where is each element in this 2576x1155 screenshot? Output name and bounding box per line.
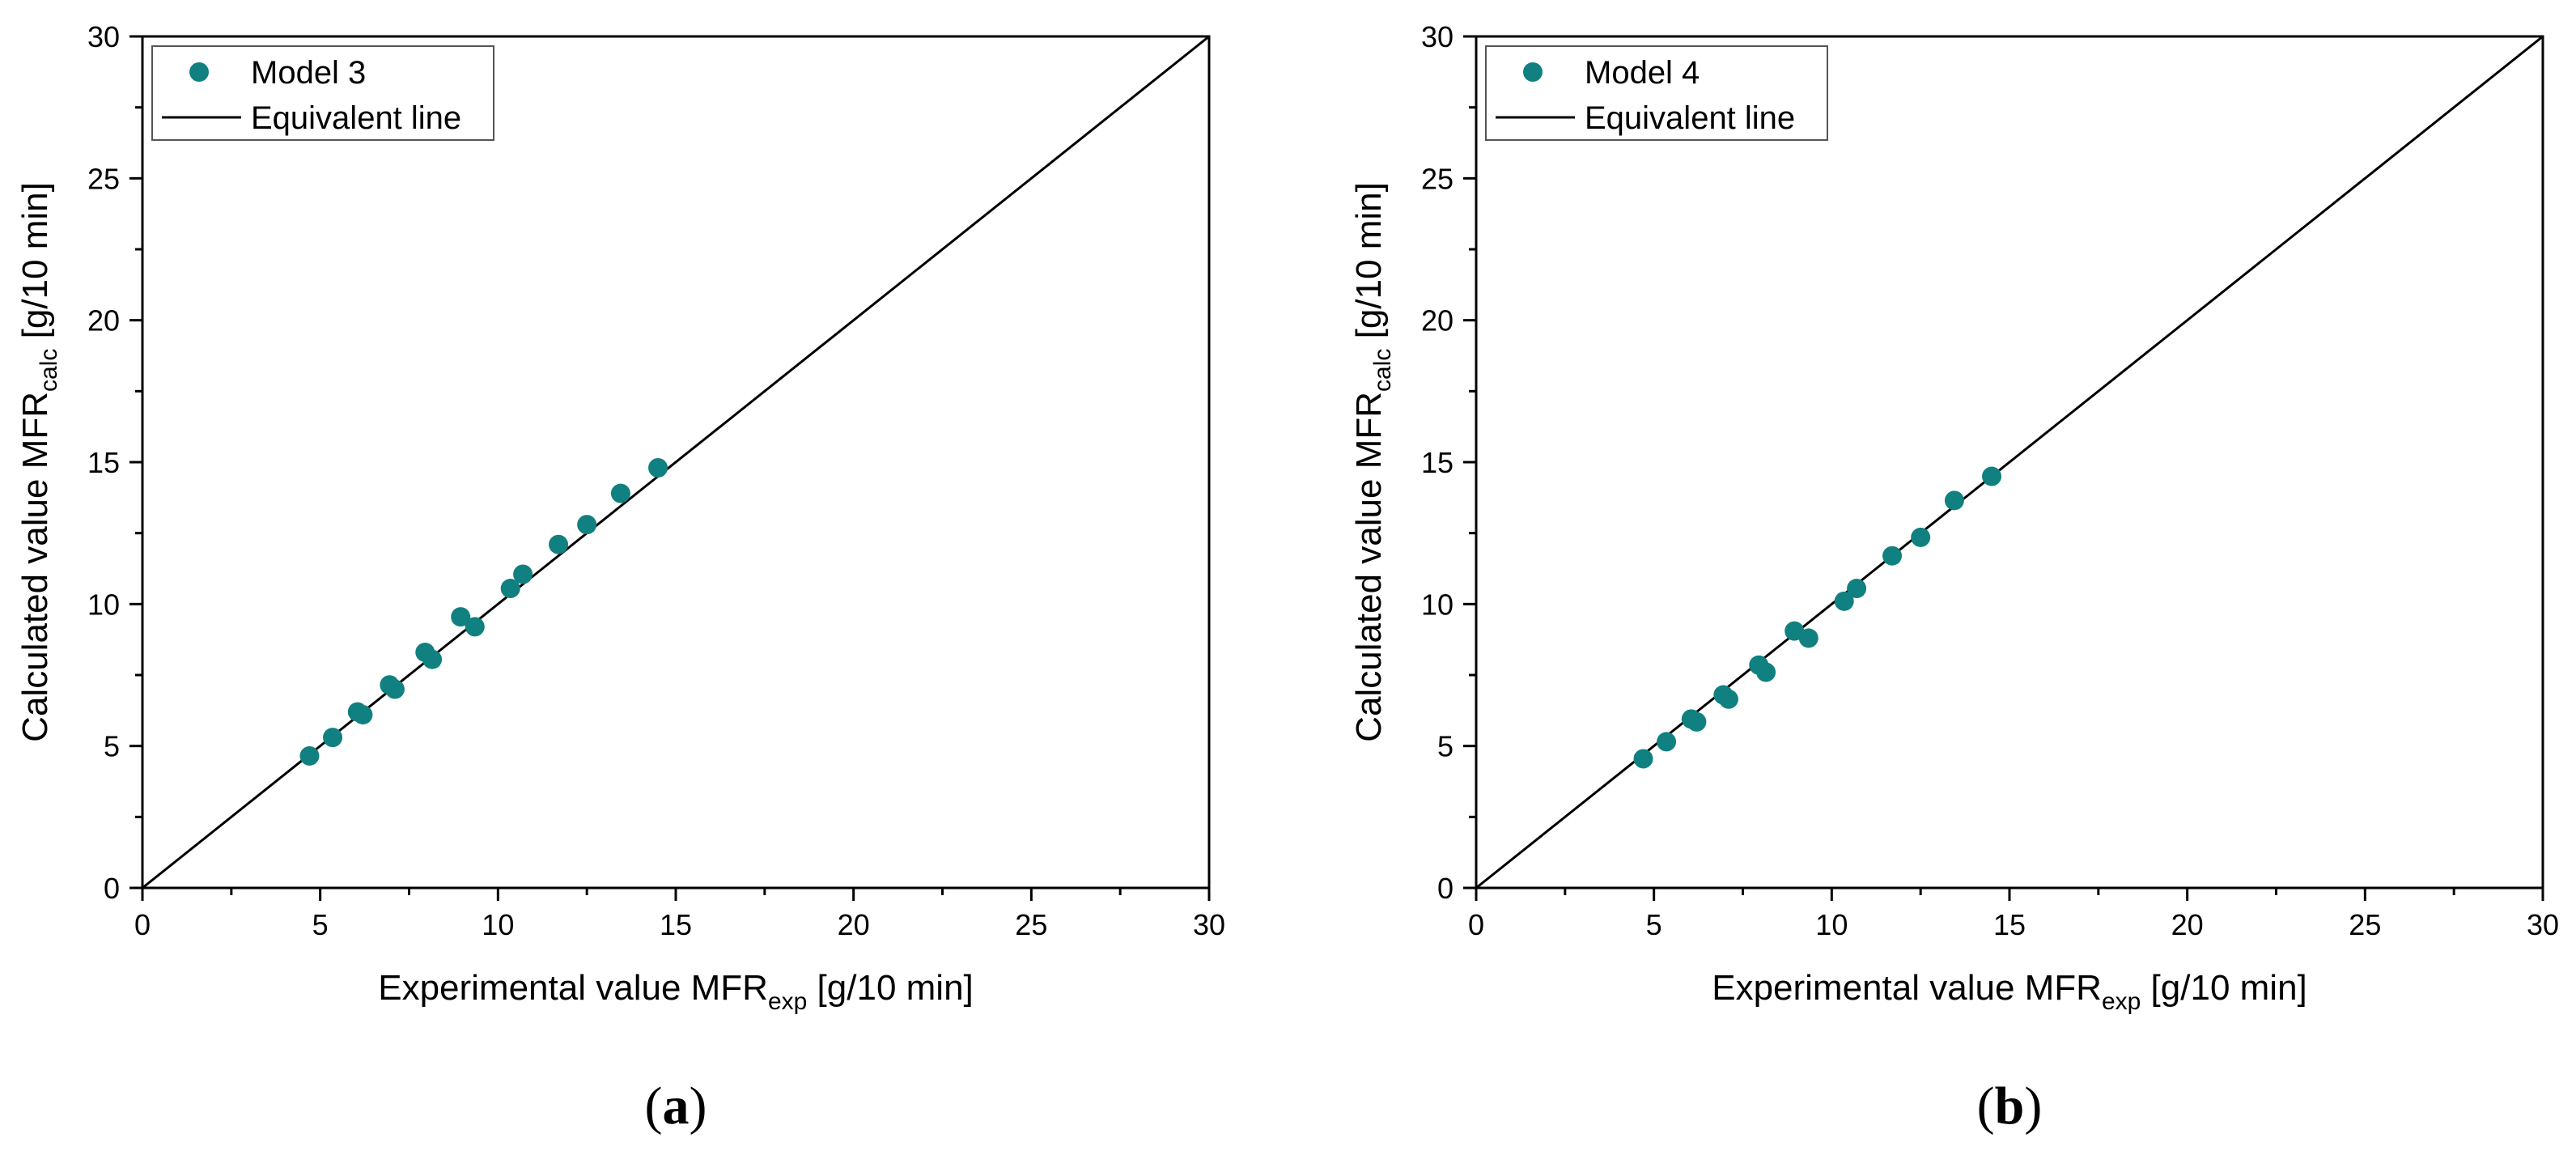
x-axis-label-main: Experimental value MFR — [378, 968, 768, 1008]
y-axis-label-sub: calc — [36, 349, 62, 392]
x-tick-label: 15 — [660, 908, 692, 941]
data-point — [1718, 689, 1738, 709]
y-axis-label-main: Calculated value MFR — [1349, 392, 1389, 742]
y-tick-label: 15 — [1421, 446, 1454, 479]
data-point — [577, 515, 597, 535]
y-tick-label: 0 — [1437, 872, 1454, 905]
data-point — [299, 745, 320, 766]
legend-label: Equivalent line — [251, 100, 461, 136]
x-tick-label: 20 — [2171, 908, 2204, 941]
data-point — [465, 617, 485, 637]
data-point — [1847, 579, 1867, 599]
y-tick-label: 30 — [1421, 20, 1454, 53]
x-tick-label: 20 — [838, 908, 870, 941]
legend-marker-point — [189, 62, 209, 82]
x-tick-label: 5 — [312, 908, 329, 941]
x-axis-label-sub: exp — [768, 988, 807, 1015]
legend-label: Model 3 — [251, 55, 366, 91]
data-point — [1882, 546, 1903, 566]
x-tick-label: 25 — [2349, 908, 2381, 941]
x-axis-label-main: Experimental value MFR — [1712, 968, 2102, 1008]
data-point — [353, 705, 373, 725]
legend-box — [1485, 45, 1828, 141]
panel-label-letter: b — [1995, 1076, 2025, 1136]
x-tick-label: 25 — [1015, 908, 1047, 941]
y-tick-label: 20 — [1421, 304, 1454, 338]
y-axis-label: Calculated value MFRcalc [g/10 min] — [15, 182, 62, 742]
x-tick-label: 0 — [1468, 908, 1484, 941]
x-axis-label: Experimental value MFRexp [g/10 min] — [378, 968, 974, 1015]
y-tick-label: 10 — [1421, 588, 1454, 621]
data-point — [513, 564, 533, 584]
x-tick-label: 0 — [134, 908, 151, 941]
y-tick-label: 10 — [87, 588, 120, 621]
y-tick-label: 25 — [1421, 162, 1454, 195]
data-point — [1911, 527, 1931, 547]
equivalent-line — [142, 36, 1209, 888]
x-axis-label-unit: [g/10 min] — [807, 968, 973, 1008]
panel-label-close: ) — [2024, 1076, 2042, 1136]
x-tick-label: 30 — [2527, 908, 2559, 941]
x-axis-label-unit: [g/10 min] — [2141, 968, 2307, 1008]
x-tick-label: 5 — [1646, 908, 1662, 941]
y-axis-label-unit: [g/10 min] — [15, 182, 55, 348]
data-point — [1756, 662, 1776, 682]
panel-label: (a) — [645, 1076, 707, 1136]
data-point — [1657, 732, 1677, 752]
panel-label-letter: a — [663, 1076, 690, 1136]
data-point — [1687, 711, 1707, 732]
y-axis-label-main: Calculated value MFR — [15, 392, 55, 742]
panel-a: 00 5 5 10 10 15 15 20 20 25 25 30 30 Experimental val… — [15, 20, 1225, 1136]
legend-label: Equivalent line — [1585, 100, 1795, 136]
y-axis-label-sub: calc — [1369, 349, 1396, 392]
x-axis-label-sub: exp — [2102, 988, 2141, 1015]
legend-box — [151, 45, 494, 141]
data-point — [384, 679, 405, 699]
panel-label-open: ( — [645, 1076, 663, 1136]
y-tick-label: 5 — [104, 730, 120, 763]
data-point — [1633, 749, 1653, 769]
x-tick-label: 10 — [482, 908, 514, 941]
x-tick-label: 10 — [1815, 908, 1848, 941]
data-point — [1834, 591, 1854, 611]
y-tick-label: 5 — [1437, 730, 1454, 763]
panel-b: 00 5 5 10 10 15 15 20 20 25 25 30 30 Experimental val… — [1349, 20, 2559, 1136]
x-axis-label: Experimental value MFRexp [g/10 min] — [1712, 968, 2307, 1015]
data-point — [648, 458, 668, 478]
data-point — [323, 728, 343, 748]
data-point — [549, 534, 569, 554]
data-point — [1982, 466, 2002, 486]
y-tick-label: 25 — [87, 162, 120, 195]
data-point — [1798, 628, 1818, 648]
x-tick-label: 15 — [1993, 908, 2026, 941]
y-tick-label: 30 — [87, 20, 120, 53]
panel-label-close: ) — [690, 1076, 707, 1136]
legend-label: Model 4 — [1585, 55, 1700, 91]
data-point — [500, 579, 520, 599]
legend-marker-point — [1523, 62, 1543, 82]
panel-label-open: ( — [1977, 1076, 1995, 1136]
y-tick-label: 0 — [104, 872, 120, 905]
x-tick-label: 30 — [1193, 908, 1225, 941]
data-point — [422, 649, 443, 669]
y-tick-label: 15 — [87, 446, 120, 479]
equivalent-line — [1476, 36, 2543, 888]
panel-label: (b) — [1977, 1076, 2043, 1136]
y-axis-label-unit: [g/10 min] — [1349, 182, 1389, 348]
y-axis-label: Calculated value MFRcalc [g/10 min] — [1349, 182, 1396, 742]
data-point — [451, 607, 471, 627]
y-tick-label: 20 — [87, 304, 120, 338]
data-point — [1944, 490, 1964, 511]
data-point — [610, 483, 630, 503]
